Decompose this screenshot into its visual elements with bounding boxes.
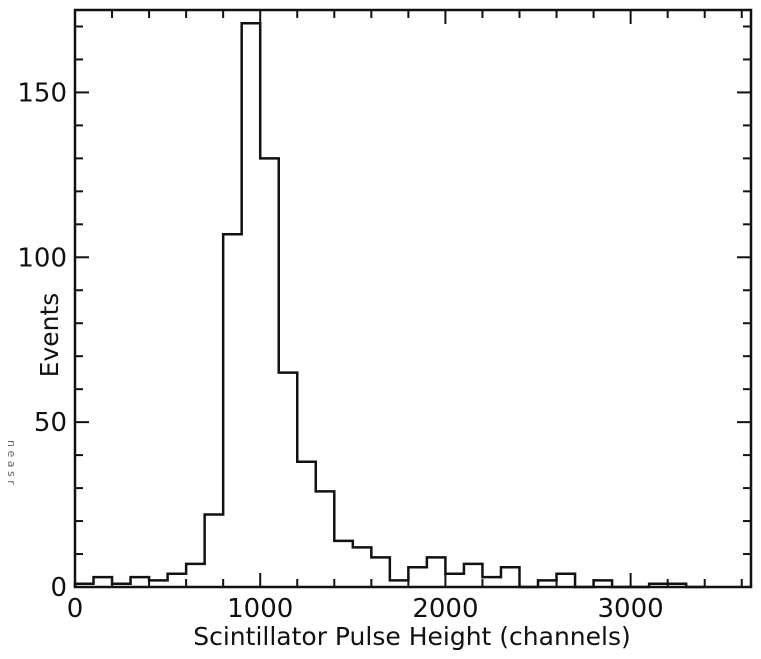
y-axis-label: Events — [35, 293, 64, 378]
y-tick-label: 50 — [34, 408, 67, 438]
x-tick-label: 0 — [67, 594, 84, 624]
y-tick-label: 0 — [50, 573, 67, 603]
x-tick-label: 1000 — [227, 594, 293, 624]
margin-note: n e a s r — [5, 440, 18, 485]
plot-frame — [73, 8, 753, 589]
x-axis-label: Scintillator Pulse Height (channels) — [193, 622, 631, 651]
histogram-outline — [73, 21, 705, 589]
x-tick-label: 2000 — [412, 594, 478, 624]
y-tick-label: 100 — [17, 243, 67, 273]
axis-tick-labels: 0 1000 2000 3000 0 50 100 150 — [17, 78, 663, 624]
x-tick-label: 3000 — [598, 594, 664, 624]
axis-ticks — [74, 10, 751, 588]
y-tick-label: 150 — [17, 78, 67, 108]
